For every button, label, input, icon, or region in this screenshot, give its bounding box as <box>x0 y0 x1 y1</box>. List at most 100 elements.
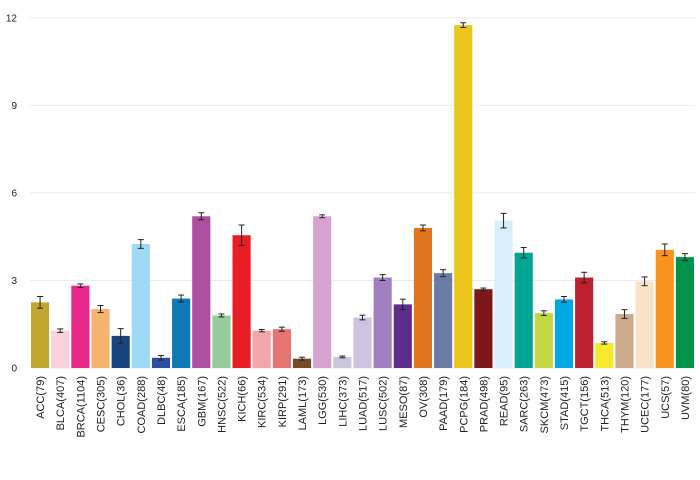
bar <box>111 335 130 368</box>
x-tick-label: LUAD(517) <box>358 376 370 431</box>
x-tick-label: PCPG(184) <box>458 376 470 433</box>
x-tick-label: STAD(415) <box>559 376 571 430</box>
error-bar <box>178 294 185 303</box>
x-tick-label: CESC(305) <box>96 376 108 432</box>
x-tick-label: GBM(167) <box>196 376 208 427</box>
error-bar <box>258 328 265 333</box>
x-tick-label: MESO(87) <box>398 376 410 428</box>
x-tick-label: DLBC(48) <box>156 376 168 425</box>
x-tick-label: ESCA(185) <box>176 376 188 432</box>
error-bar <box>157 354 164 361</box>
x-tick-label: KIRC(534) <box>257 376 269 428</box>
error-bar <box>581 271 588 284</box>
x-tick-label: SKCM(473) <box>539 376 551 433</box>
bar <box>474 289 493 368</box>
bar-layer <box>31 25 694 369</box>
bar <box>655 249 674 368</box>
error-bar <box>299 356 306 361</box>
x-tick-label: THCA(513) <box>599 376 611 432</box>
x-tick-label: LIHC(373) <box>337 376 349 427</box>
bar <box>51 330 70 368</box>
x-axis-labels: ACC(79) BLCA(407) BRCA(1104) CESC(305) CHOL(… <box>35 376 692 438</box>
bar <box>333 356 352 368</box>
bar <box>434 273 453 368</box>
error-bar <box>198 212 205 221</box>
bar <box>192 216 211 368</box>
x-tick-label: HNSC(522) <box>216 376 228 433</box>
y-tick-label: 9 <box>11 101 17 112</box>
x-tick-label: THYM(120) <box>619 376 631 433</box>
error-bar <box>57 328 64 333</box>
bar <box>554 299 574 368</box>
x-tick-label: LGG(530) <box>317 376 329 425</box>
bar <box>514 252 533 368</box>
error-bar <box>117 328 124 344</box>
bar <box>575 277 594 368</box>
error-bar <box>540 310 547 316</box>
x-tick-label: TGCT(156) <box>579 376 591 432</box>
error-bar <box>561 296 568 303</box>
x-tick-label: KIRP(291) <box>277 376 289 427</box>
error-bar <box>137 239 144 249</box>
y-tick-label: 3 <box>11 276 17 287</box>
error-bar <box>641 276 648 287</box>
error-bar <box>661 243 668 257</box>
bar <box>413 227 433 368</box>
bar <box>635 281 654 368</box>
x-tick-label: COAD(288) <box>136 376 148 433</box>
error-bar <box>278 326 285 332</box>
x-tick-label: PRAD(498) <box>478 376 490 432</box>
bar <box>172 298 191 368</box>
bar <box>91 309 110 368</box>
bar <box>232 235 251 368</box>
error-bar <box>399 298 406 311</box>
error-bar <box>460 22 467 28</box>
error-bar <box>77 283 84 288</box>
x-tick-label: UCS(57) <box>660 376 672 419</box>
error-bar <box>480 287 487 291</box>
x-tick-label: PAAD(179) <box>438 376 450 431</box>
error-bar <box>379 274 386 281</box>
x-tick-label: UVM(80) <box>680 376 692 420</box>
bar <box>615 314 634 368</box>
error-bar <box>238 224 245 246</box>
error-bar <box>218 313 225 318</box>
error-bar <box>319 214 326 219</box>
x-tick-label: UCEC(177) <box>640 376 652 433</box>
x-tick-label: SARC(263) <box>519 376 531 432</box>
x-tick-label: READ(95) <box>499 376 511 426</box>
bar <box>131 243 150 368</box>
error-bar <box>37 296 44 309</box>
bar <box>272 329 291 368</box>
bar <box>252 330 271 368</box>
error-bar <box>419 224 426 232</box>
error-bar <box>621 309 628 319</box>
bar <box>71 285 90 368</box>
bar <box>353 317 372 368</box>
error-bar-layer <box>37 22 688 361</box>
error-bar <box>339 355 346 359</box>
bar <box>313 216 332 368</box>
bar <box>373 277 392 368</box>
x-tick-label: KICH(66) <box>237 376 249 422</box>
bar <box>292 358 312 368</box>
x-tick-label: LUSC(502) <box>378 376 390 431</box>
x-tick-label: OV(308) <box>418 376 430 418</box>
bar <box>595 342 614 368</box>
y-tick-label: 6 <box>11 188 17 199</box>
x-tick-label: LAML(173) <box>297 376 309 430</box>
bar <box>393 304 412 368</box>
error-bar <box>520 246 527 259</box>
error-bar <box>97 305 104 314</box>
error-bar <box>440 269 447 278</box>
bar <box>675 257 694 368</box>
y-axis-ticks: 0 3 6 9 12 <box>6 13 18 374</box>
bar <box>454 25 473 369</box>
error-bar <box>601 341 608 345</box>
x-tick-label: CHOL(36) <box>116 376 128 426</box>
bar <box>151 357 171 368</box>
bar <box>534 313 553 368</box>
error-bar <box>500 212 507 229</box>
